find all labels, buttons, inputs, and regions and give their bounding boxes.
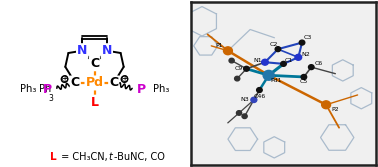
Circle shape — [229, 58, 234, 63]
Text: P: P — [43, 83, 52, 96]
Circle shape — [257, 88, 262, 93]
Text: C6: C6 — [314, 61, 323, 66]
Text: C9: C9 — [235, 66, 243, 71]
Circle shape — [275, 47, 281, 52]
Text: L: L — [50, 152, 56, 162]
Text: = CH₃CN,: = CH₃CN, — [57, 152, 110, 162]
Circle shape — [308, 65, 314, 70]
Circle shape — [244, 66, 249, 71]
Circle shape — [322, 101, 330, 109]
Circle shape — [235, 76, 240, 81]
Circle shape — [251, 97, 257, 103]
Circle shape — [299, 40, 305, 45]
Text: C: C — [109, 76, 118, 90]
Text: N: N — [77, 44, 87, 57]
Text: Ph₃: Ph₃ — [20, 84, 36, 94]
Text: Pd1: Pd1 — [270, 78, 282, 83]
Text: 3: 3 — [49, 94, 54, 103]
Circle shape — [242, 114, 247, 119]
Text: P: P — [137, 83, 146, 96]
Text: Ph: Ph — [39, 84, 51, 94]
Text: ⊕: ⊕ — [60, 74, 68, 84]
Circle shape — [237, 111, 242, 115]
Circle shape — [263, 70, 274, 80]
Text: C46: C46 — [253, 94, 266, 99]
Text: Ph₃: Ph₃ — [153, 84, 169, 94]
Text: ⊕: ⊕ — [121, 74, 129, 84]
Text: C: C — [90, 57, 99, 70]
Text: -BuNC, CO: -BuNC, CO — [114, 152, 165, 162]
Text: N2: N2 — [301, 52, 310, 57]
Text: L: L — [90, 96, 99, 109]
Text: P1: P1 — [215, 43, 222, 48]
Text: C1: C1 — [285, 58, 293, 63]
Text: Pd: Pd — [85, 76, 104, 90]
Text: N: N — [102, 44, 112, 57]
Circle shape — [262, 59, 268, 65]
Text: C: C — [71, 76, 80, 90]
Circle shape — [295, 54, 302, 60]
Circle shape — [223, 47, 232, 55]
Text: P2: P2 — [332, 107, 339, 112]
Text: C2: C2 — [270, 42, 279, 47]
Text: C5: C5 — [300, 79, 308, 84]
Text: N1: N1 — [253, 58, 262, 63]
Circle shape — [281, 61, 286, 66]
Circle shape — [301, 74, 307, 79]
Text: C3: C3 — [304, 35, 312, 40]
Text: N3: N3 — [240, 97, 249, 102]
Text: t: t — [109, 152, 113, 162]
